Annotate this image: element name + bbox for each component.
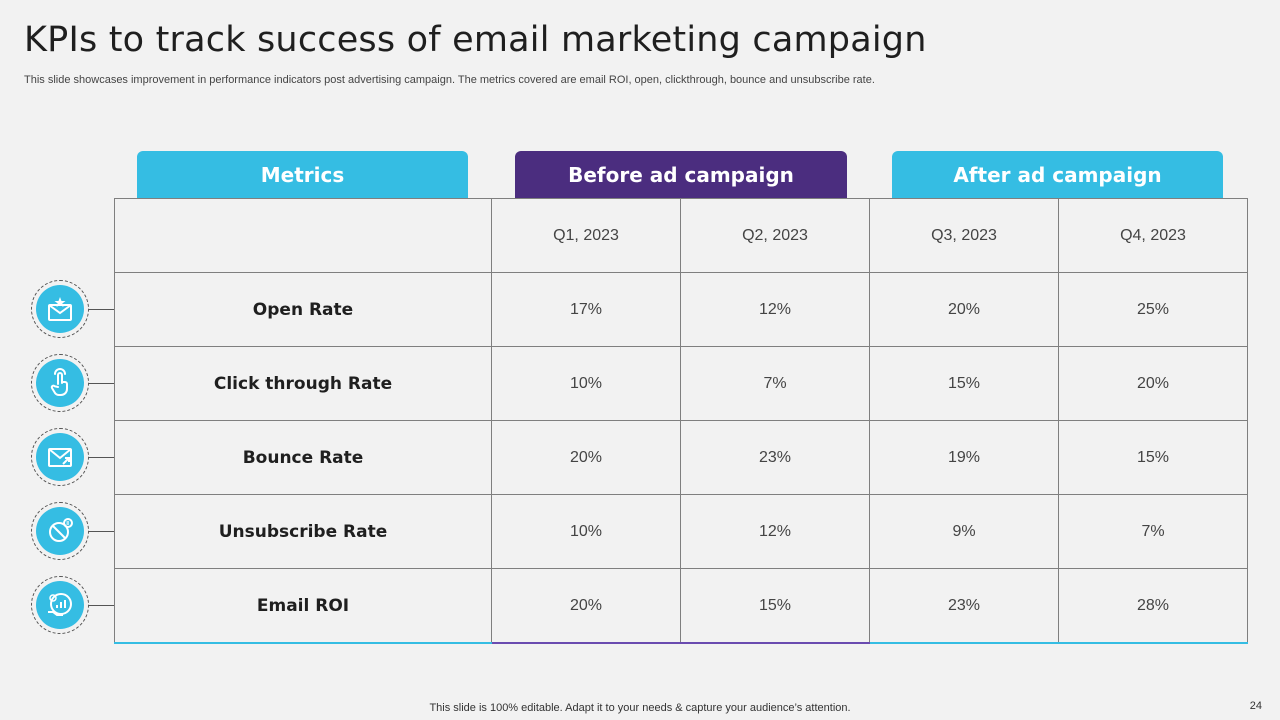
email-star-icon-badge bbox=[31, 280, 89, 338]
quarter-q3: Q3, 2023 bbox=[869, 198, 1059, 273]
value-cell: 20% bbox=[1058, 346, 1248, 421]
value-cell: 19% bbox=[869, 420, 1059, 495]
email-bounce-icon-badge bbox=[31, 428, 89, 486]
value-cell: 20% bbox=[491, 568, 681, 644]
table-row: Email ROI 20% 15% 23% 28% bbox=[114, 568, 1248, 644]
value-cell: 9% bbox=[869, 494, 1059, 569]
metric-open-rate: Open Rate bbox=[114, 272, 492, 347]
value-cell: 7% bbox=[680, 346, 870, 421]
roi-icon-badge bbox=[31, 576, 89, 634]
table-row: Unsubscribe Rate 10% 12% 9% 7% bbox=[114, 494, 1248, 569]
value-cell: 12% bbox=[680, 272, 870, 347]
unsubscribe-icon bbox=[49, 518, 73, 542]
unsubscribe-icon-badge bbox=[31, 502, 89, 560]
header-metrics: Metrics bbox=[137, 151, 468, 198]
value-cell: 15% bbox=[680, 568, 870, 644]
hand-click-icon bbox=[50, 368, 68, 396]
slide-footer: This slide is 100% editable. Adapt it to… bbox=[429, 702, 851, 714]
quarter-q4: Q4, 2023 bbox=[1058, 198, 1248, 273]
table-row: Open Rate 17% 12% 20% 25% bbox=[114, 272, 1248, 347]
header-before-campaign: Before ad campaign bbox=[515, 151, 847, 198]
slide-subtitle: This slide showcases improvement in perf… bbox=[24, 74, 875, 86]
value-cell: 23% bbox=[680, 420, 870, 495]
empty-header-cell bbox=[114, 198, 492, 273]
table-row: Bounce Rate 20% 23% 19% 15% bbox=[114, 420, 1248, 495]
connector-line bbox=[89, 309, 114, 310]
kpi-table: Q1, 2023 Q2, 2023 Q3, 2023 Q4, 2023 Open… bbox=[114, 198, 1248, 644]
value-cell: 17% bbox=[491, 272, 681, 347]
metric-unsubscribe-rate: Unsubscribe Rate bbox=[114, 494, 492, 569]
table-row: Click through Rate 10% 7% 15% 20% bbox=[114, 346, 1248, 421]
quarter-q1: Q1, 2023 bbox=[491, 198, 681, 273]
connector-line bbox=[89, 531, 114, 532]
page-number: 24 bbox=[1249, 700, 1262, 712]
connector-line bbox=[89, 457, 114, 458]
metric-bounce-rate: Bounce Rate bbox=[114, 420, 492, 495]
value-cell: 20% bbox=[869, 272, 1059, 347]
value-cell: 15% bbox=[1058, 420, 1248, 495]
quarter-q2: Q2, 2023 bbox=[680, 198, 870, 273]
value-cell: 25% bbox=[1058, 272, 1248, 347]
value-cell: 28% bbox=[1058, 568, 1248, 644]
metric-click-through-rate: Click through Rate bbox=[114, 346, 492, 421]
value-cell: 7% bbox=[1058, 494, 1248, 569]
connector-line bbox=[89, 383, 114, 384]
value-cell: 10% bbox=[491, 494, 681, 569]
email-star-icon bbox=[48, 297, 72, 321]
quarter-header-row: Q1, 2023 Q2, 2023 Q3, 2023 Q4, 2023 bbox=[114, 198, 1248, 273]
email-bounce-icon bbox=[48, 448, 72, 467]
value-cell: 23% bbox=[869, 568, 1059, 644]
value-cell: 10% bbox=[491, 346, 681, 421]
slide-title: KPIs to track success of email marketing… bbox=[24, 20, 927, 60]
value-cell: 20% bbox=[491, 420, 681, 495]
header-after-campaign: After ad campaign bbox=[892, 151, 1223, 198]
value-cell: 12% bbox=[680, 494, 870, 569]
value-cell: 15% bbox=[869, 346, 1059, 421]
connector-line bbox=[89, 605, 114, 606]
hand-click-icon-badge bbox=[31, 354, 89, 412]
metric-email-roi: Email ROI bbox=[114, 568, 492, 644]
roi-icon bbox=[48, 593, 72, 616]
